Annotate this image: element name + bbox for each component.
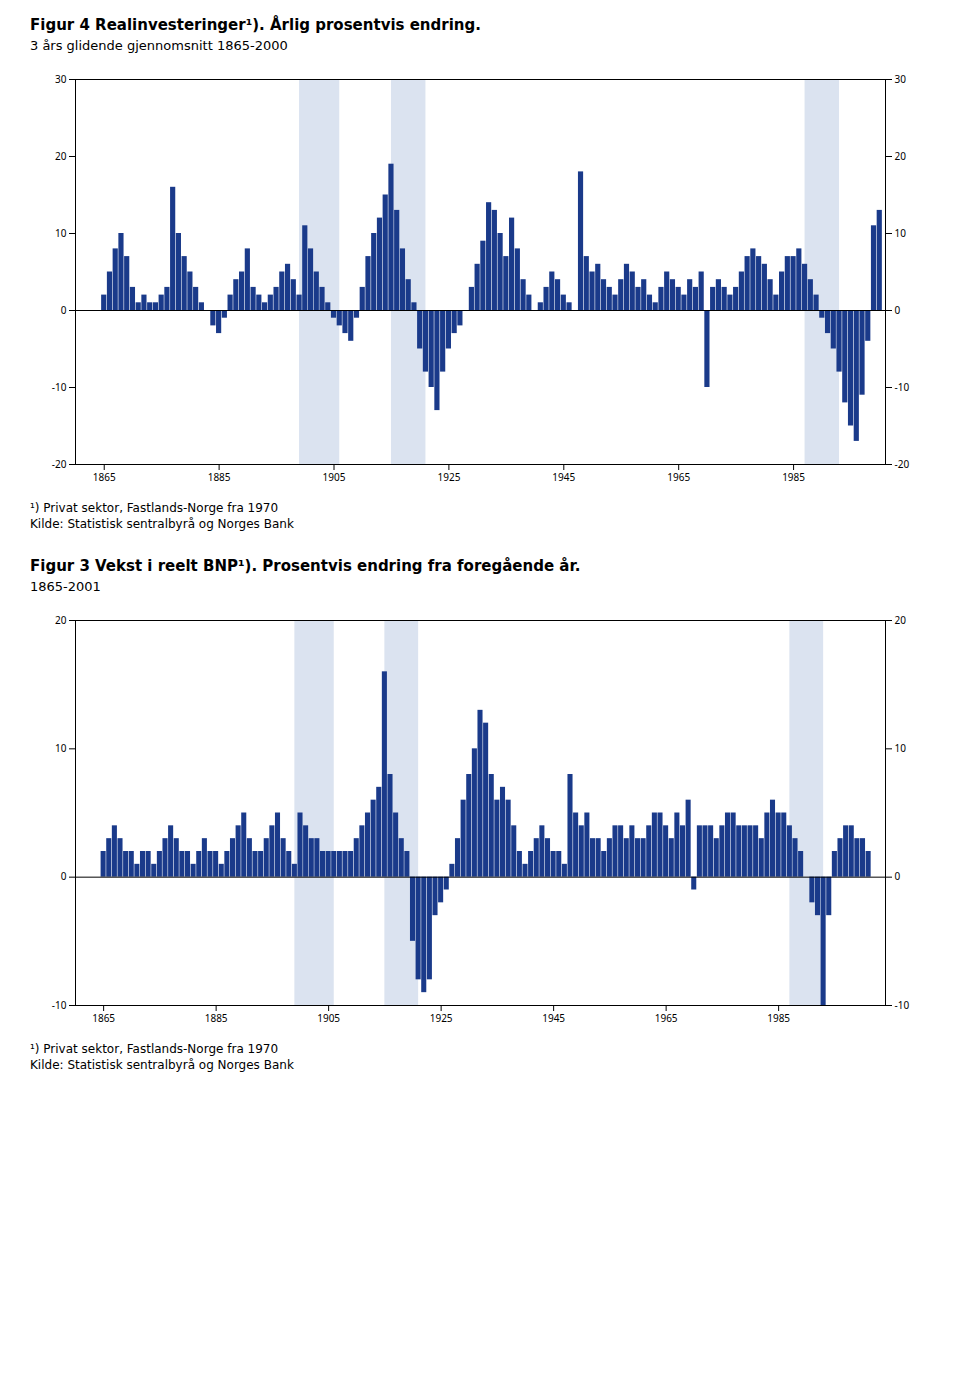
svg-text:1885: 1885 bbox=[205, 1011, 228, 1025]
svg-text:30: 30 bbox=[55, 72, 67, 86]
html-text:¹) Privat sektor, Fastlands-No: ¹) Privat sektor, Fastlands-Norge fra 19… bbox=[30, 1042, 279, 1056]
svg-text:10: 10 bbox=[55, 741, 67, 755]
svg-text:20: 20 bbox=[895, 613, 907, 627]
svg-text:1865: 1865 bbox=[93, 470, 116, 484]
svg-text:0: 0 bbox=[895, 869, 901, 883]
html-text:¹) Privat sektor, Fastlands-No: ¹) Privat sektor, Fastlands-Norge fra 19… bbox=[30, 501, 279, 515]
svg-text:20: 20 bbox=[55, 613, 67, 627]
svg-text:10: 10 bbox=[895, 741, 907, 755]
svg-text:0: 0 bbox=[61, 869, 67, 883]
svg-text:-10: -10 bbox=[52, 380, 67, 394]
svg-text:20: 20 bbox=[55, 149, 67, 163]
svg-text:1885: 1885 bbox=[208, 470, 231, 484]
html-text:3 års glidende gjennomsnitt 18: 3 års glidende gjennomsnitt 1865-2000 bbox=[30, 38, 288, 53]
svg-text:-20: -20 bbox=[895, 457, 910, 471]
svg-text:1945: 1945 bbox=[552, 470, 575, 484]
svg-text:1965: 1965 bbox=[655, 1011, 678, 1025]
svg-text:0: 0 bbox=[895, 303, 901, 317]
svg-text:0: 0 bbox=[61, 303, 67, 317]
svg-text:-20: -20 bbox=[52, 457, 67, 471]
svg-text:1925: 1925 bbox=[437, 470, 460, 484]
html-text:Kilde: Statistisk sentralbyrå: Kilde: Statistisk sentralbyrå og Norges … bbox=[30, 1058, 294, 1072]
svg-text:1925: 1925 bbox=[430, 1011, 453, 1025]
svg-text:-10: -10 bbox=[895, 380, 910, 394]
svg-text:1985: 1985 bbox=[782, 470, 805, 484]
html-text:1865-2001: 1865-2001 bbox=[30, 579, 101, 594]
svg-text:1985: 1985 bbox=[767, 1011, 790, 1025]
svg-text:-10: -10 bbox=[52, 998, 67, 1012]
svg-text:1905: 1905 bbox=[323, 470, 346, 484]
html-text:Figur 4 Realinvesteringer¹). Å: Figur 4 Realinvesteringer¹). Årlig prose… bbox=[30, 16, 481, 34]
svg-text:20: 20 bbox=[895, 149, 907, 163]
svg-text:10: 10 bbox=[55, 226, 67, 240]
svg-text:30: 30 bbox=[895, 72, 907, 86]
svg-text:1905: 1905 bbox=[317, 1011, 340, 1025]
svg-text:1965: 1965 bbox=[667, 470, 690, 484]
svg-text:1865: 1865 bbox=[92, 1011, 115, 1025]
svg-text:1945: 1945 bbox=[542, 1011, 565, 1025]
svg-text:-10: -10 bbox=[895, 998, 910, 1012]
html-text:Kilde: Statistisk sentralbyrå: Kilde: Statistisk sentralbyrå og Norges … bbox=[30, 517, 294, 531]
svg-text:10: 10 bbox=[895, 226, 907, 240]
html-text:Figur 3 Vekst i reelt BNP¹). P: Figur 3 Vekst i reelt BNP¹). Prosentvis … bbox=[30, 557, 581, 575]
